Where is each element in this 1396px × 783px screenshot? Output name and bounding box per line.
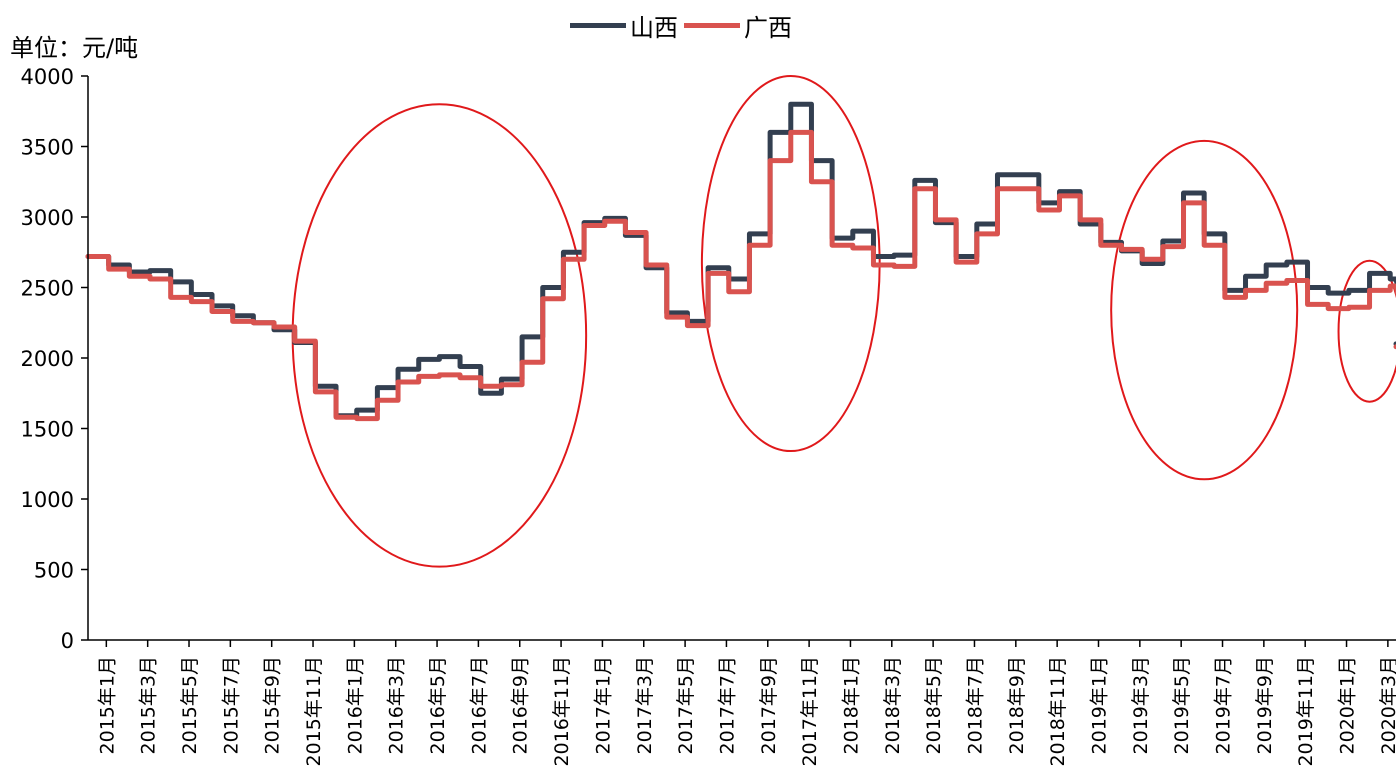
legend-item-shanxi: 山西: [570, 8, 678, 43]
x-tick-label: 2018年11月: [1047, 656, 1069, 767]
x-tick-label: 2016年1月: [344, 656, 366, 754]
legend-label-guangxi: 广西: [744, 14, 792, 42]
x-tick-label: 2018年9月: [1006, 656, 1028, 754]
x-tick-label: 2020年1月: [1337, 656, 1359, 754]
series-line-guangxi: [85, 129, 1396, 422]
y-tick-label: 4000: [21, 65, 74, 89]
x-tick-label: 2018年1月: [840, 656, 862, 754]
x-tick-label: 2019年5月: [1171, 656, 1193, 754]
annotation-ellipse-3: [1110, 139, 1299, 481]
x-tick-label: 2017年7月: [716, 656, 738, 754]
legend-swatch-shanxi: [570, 23, 626, 28]
x-tick-label: 2016年7月: [468, 656, 490, 754]
x-tick-label: 2018年7月: [964, 656, 986, 754]
x-tick-label: 2019年9月: [1254, 656, 1276, 754]
series-line-shanxi: [85, 101, 1396, 419]
x-tick-label: 2019年7月: [1213, 656, 1235, 754]
x-tick-label: 2017年9月: [758, 656, 780, 754]
y-tick-label: 500: [34, 559, 74, 583]
y-tick-label: 0: [61, 629, 74, 653]
x-tick-label: 2018年5月: [923, 656, 945, 754]
y-tick-label: 3500: [21, 136, 74, 160]
x-tick-label: 2017年3月: [634, 656, 656, 754]
x-tick-label: 2017年5月: [675, 656, 697, 754]
y-tick-label: 2500: [21, 277, 74, 301]
legend: 山西 广西: [570, 8, 798, 43]
annotations: [291, 75, 1396, 568]
x-tick-label: 2016年9月: [510, 656, 532, 754]
x-tick-label: 2019年11月: [1295, 656, 1317, 767]
x-tick-label: 2015年1月: [96, 656, 118, 754]
unit-label: 单位：元/吨: [10, 34, 139, 62]
x-tick-label: 2020年3月: [1378, 656, 1396, 754]
x-tick-label: 2016年3月: [386, 656, 408, 754]
x-tick-label: 2015年3月: [138, 656, 160, 754]
x-tick-label: 2015年7月: [220, 656, 242, 754]
y-tick-label: 3000: [21, 206, 74, 230]
y-tick-label: 2000: [21, 347, 74, 371]
x-tick-label: 2018年3月: [882, 656, 904, 754]
x-tick-label: 2019年1月: [1088, 656, 1110, 754]
legend-item-guangxi: 广西: [684, 8, 792, 43]
x-tick-label: 2019年3月: [1130, 656, 1152, 754]
annotation-ellipse-4: [1337, 259, 1396, 403]
x-tick-label: 2016年11月: [551, 656, 573, 767]
axes: 0 500 1000 1500 2000 2500 3000 3500 4000 2015年1月 2…: [21, 65, 1396, 767]
x-tick-label: 2016年5月: [427, 656, 449, 754]
legend-swatch-guangxi: [684, 23, 740, 28]
series-lines: [85, 101, 1396, 422]
x-tick-label: 2015年9月: [262, 656, 284, 754]
x-tick-label: 2015年11月: [303, 656, 325, 767]
x-tick-label: 2017年11月: [799, 656, 821, 767]
x-tick-label: 2015年5月: [179, 656, 201, 754]
y-tick-label: 1000: [21, 488, 74, 512]
x-tick-label: 2017年1月: [592, 656, 614, 754]
y-tick-label: 1500: [21, 418, 74, 442]
legend-label-shanxi: 山西: [630, 14, 678, 42]
